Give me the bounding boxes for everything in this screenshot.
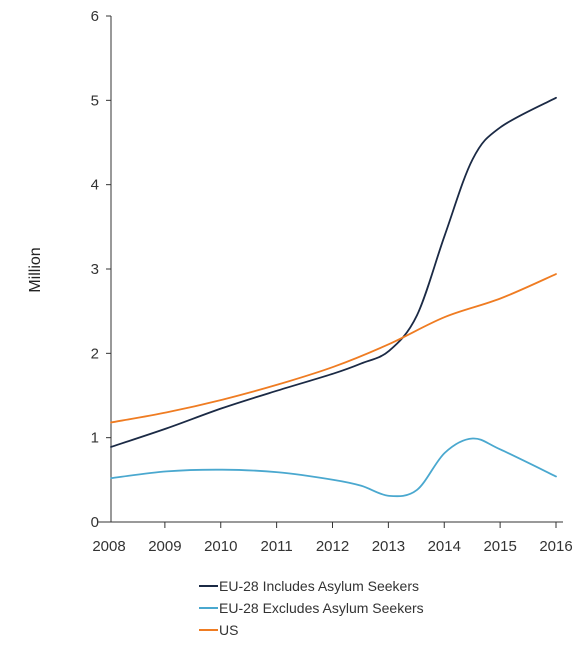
y-tick-label: 6 (91, 8, 99, 25)
y-axis: 0 1 2 3 4 5 6 (91, 8, 112, 531)
y-axis-title: Million (27, 247, 44, 292)
legend-label: EU-28 Excludes Asylum Seekers (219, 600, 424, 616)
series-line-us (110, 273, 557, 424)
y-tick-label: 4 (91, 177, 99, 194)
x-tick-label: 2015 (483, 538, 516, 555)
x-tick-label: 2013 (372, 538, 405, 555)
x-tick-label: 2016 (539, 538, 572, 555)
x-tick-label: 2009 (148, 538, 181, 555)
y-tick-label: 3 (91, 261, 99, 278)
y-tick-label: 0 (91, 514, 99, 531)
x-tick-label: 2012 (316, 538, 349, 555)
x-tick-label: 2014 (428, 538, 461, 555)
legend: EU-28 Includes Asylum Seekers EU-28 Exclu… (199, 578, 424, 638)
x-tick-label: 2011 (260, 538, 292, 555)
legend-label: EU-28 Includes Asylum Seekers (219, 578, 419, 594)
y-tick-label: 5 (91, 92, 99, 109)
y-tick-label: 1 (91, 430, 99, 447)
x-tick-label: 2010 (204, 538, 237, 555)
series-line-eu-28-includes-asylum-seekers (110, 96, 557, 448)
x-tick-label: 2008 (92, 538, 125, 555)
legend-label: US (219, 622, 238, 638)
x-axis: 2008 2009 2010 2011 2012 2013 2014 2015 2016 (92, 521, 573, 555)
y-tick-label: 2 (91, 345, 99, 362)
series-line-eu-28-excludes-asylum-seekers (110, 437, 557, 498)
series-lines (110, 96, 557, 498)
